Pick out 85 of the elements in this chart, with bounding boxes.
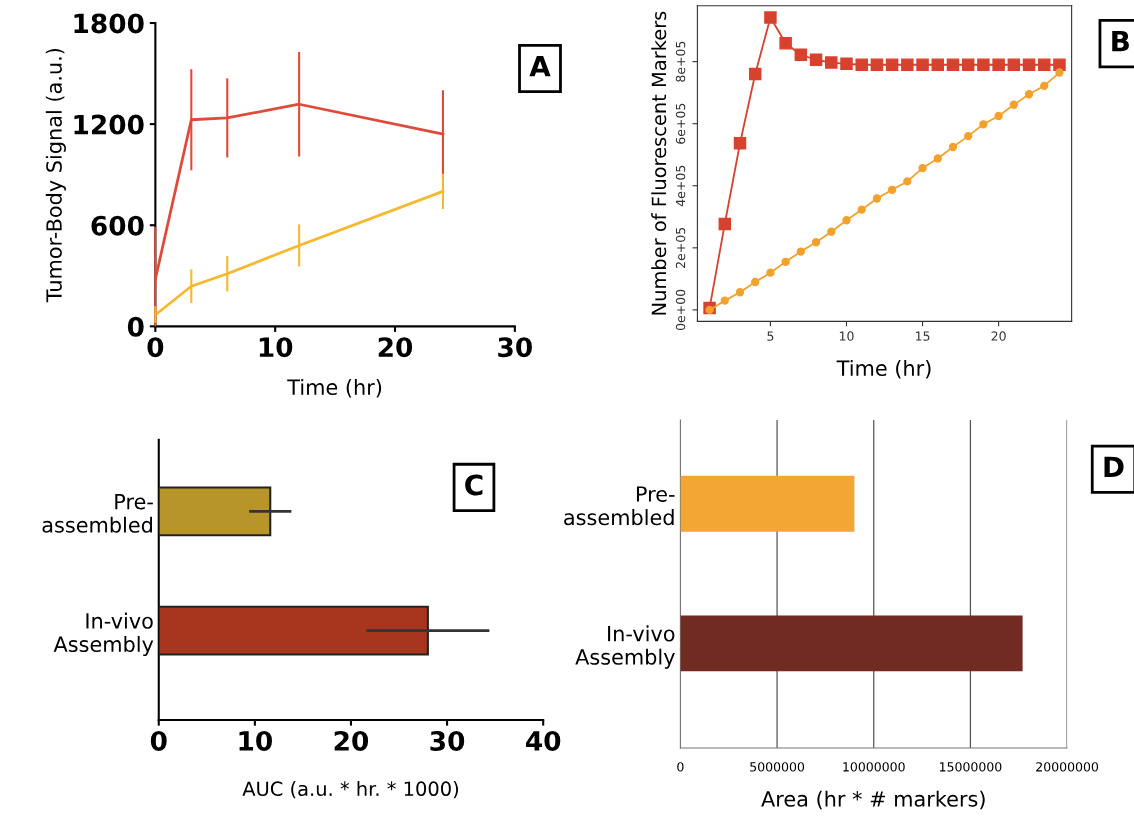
x-tick-label: 10 <box>239 730 272 751</box>
y-tick-label: In-vivo Assembly <box>53 612 154 657</box>
y-tick-label: 0e+00 <box>675 289 686 331</box>
x-axis-title: Area (hr * # markers) <box>761 790 985 810</box>
y-tick-label: 600 <box>91 215 144 236</box>
x-axis-title: Time (hr) <box>836 359 931 379</box>
x-tick-label: 10 <box>839 331 854 341</box>
point <box>748 67 762 81</box>
point <box>840 57 853 71</box>
point <box>720 296 729 305</box>
annotation: C <box>465 474 483 496</box>
x-tick-label: 30 <box>498 337 532 358</box>
point <box>857 205 866 214</box>
point <box>855 58 868 71</box>
point <box>885 58 899 71</box>
point <box>961 58 975 71</box>
y-tick-label: 4e+05 <box>675 165 686 207</box>
point <box>735 288 745 297</box>
point <box>916 58 929 71</box>
point <box>764 11 777 24</box>
x-tick-label: 20000000 <box>1036 762 1099 772</box>
point <box>872 194 882 203</box>
point <box>1022 58 1036 71</box>
x-tick-label: 15 <box>915 331 930 341</box>
point <box>781 257 790 266</box>
point <box>825 56 838 69</box>
point <box>979 120 988 129</box>
x-axis-title: Time (hr) <box>287 378 382 398</box>
x-tick-label: 0 <box>150 730 167 751</box>
point <box>811 238 821 247</box>
point <box>794 48 808 62</box>
y-tick-label: Pre- assembled <box>42 493 153 533</box>
point <box>946 58 960 71</box>
y-tick-label: Pre- assembled <box>564 486 675 526</box>
point <box>733 136 747 150</box>
x-tick-label: 30 <box>430 730 465 751</box>
point <box>977 58 990 71</box>
point <box>903 177 912 186</box>
point <box>1024 90 1034 99</box>
y-axis-title: Tumor-Body Signal (a.u.) <box>45 48 66 303</box>
point <box>1055 68 1064 77</box>
x-tick-label: 5000000 <box>750 762 805 772</box>
x-tick-label: 5 <box>767 331 774 341</box>
point <box>796 247 806 256</box>
y-tick-label: 1200 <box>74 114 144 135</box>
point <box>964 131 973 141</box>
x-tick-label: 20 <box>334 730 369 751</box>
point <box>948 142 958 152</box>
y-tick-label: 6e+05 <box>675 103 686 144</box>
point <box>779 37 792 50</box>
x-tick-label: 10 <box>259 337 293 358</box>
x-axis-title: AUC (a.u. * hr. * 1000) <box>242 781 459 799</box>
text: D <box>1104 456 1124 477</box>
x-tick-label: 40 <box>526 730 561 751</box>
point <box>766 268 775 277</box>
point <box>1053 58 1066 71</box>
point <box>1037 58 1051 71</box>
point <box>705 305 714 315</box>
point <box>1040 81 1049 90</box>
x-tick-label: 20 <box>378 337 413 358</box>
y-tick-label: 2e+05 <box>675 227 686 268</box>
point <box>933 154 942 163</box>
point <box>751 277 760 287</box>
point <box>992 58 1005 71</box>
point <box>1007 58 1021 71</box>
point <box>901 58 914 71</box>
text: B <box>1112 31 1129 52</box>
point <box>887 185 897 194</box>
point <box>809 53 823 67</box>
y-tick-label: 1800 <box>74 13 144 34</box>
text: A <box>529 55 551 77</box>
point <box>870 58 884 71</box>
y-tick-label: 8e+05 <box>675 41 686 82</box>
point <box>827 227 836 236</box>
point <box>931 58 945 71</box>
point <box>842 216 851 225</box>
point <box>918 163 927 173</box>
y-tick-label: In-vivo Assembly <box>575 625 675 669</box>
point <box>1009 100 1018 109</box>
x-tick-label: 10000000 <box>843 762 905 772</box>
point <box>718 217 732 231</box>
x-tick-label: 15000000 <box>939 762 1002 772</box>
y-axis-title: Number of Fluorescent Markers <box>651 11 667 315</box>
point <box>994 111 1003 121</box>
x-tick-label: 20 <box>991 331 1006 341</box>
